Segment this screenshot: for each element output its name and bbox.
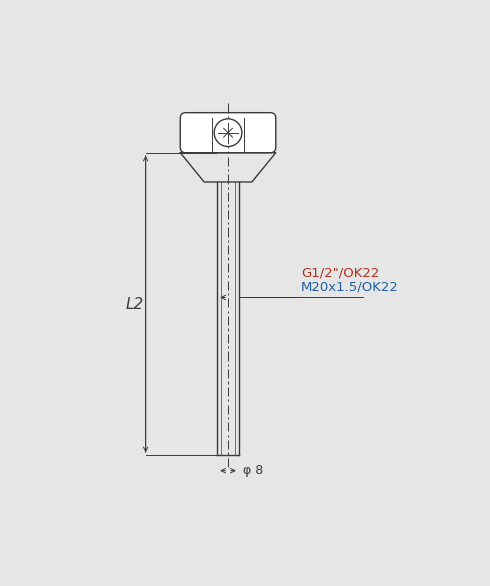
Circle shape bbox=[214, 119, 242, 146]
Text: L2: L2 bbox=[126, 297, 144, 312]
FancyBboxPatch shape bbox=[180, 113, 276, 153]
Text: φ 8: φ 8 bbox=[243, 464, 263, 477]
Text: M20x1.5/OK22: M20x1.5/OK22 bbox=[301, 281, 399, 294]
Text: G1/2"/OK22: G1/2"/OK22 bbox=[301, 266, 380, 280]
